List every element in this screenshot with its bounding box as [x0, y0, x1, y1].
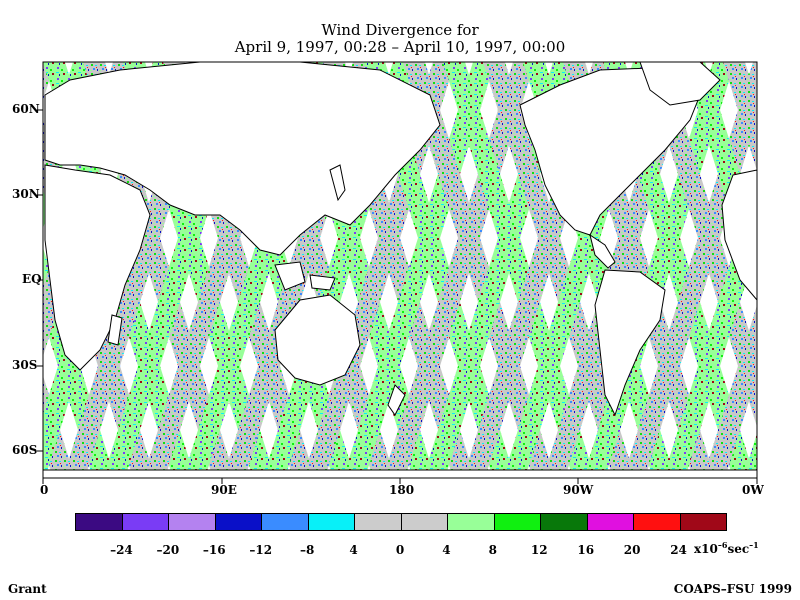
swath-band — [723, 62, 757, 171]
swath-band — [783, 62, 800, 478]
lon-label-0w: 0W — [742, 483, 764, 497]
coastlines — [42, 61, 758, 479]
lon-label-90e: 90E — [211, 483, 237, 497]
legend-swatch — [634, 514, 681, 530]
legend-swatch — [541, 514, 588, 530]
legend-tick-label: 0 — [395, 543, 405, 557]
color-legend-bar — [75, 513, 727, 531]
legend-swatch — [355, 514, 402, 530]
lat-label-30s: 30S — [12, 358, 38, 372]
legend-tick-label: –8 — [299, 543, 315, 557]
legend-tick-label: 12 — [530, 543, 548, 557]
legend-swatch — [308, 514, 355, 530]
map-title-line-1: Wind Divergence for — [321, 21, 479, 39]
legend-tick-label: –12 — [249, 543, 273, 557]
legend-swatch — [76, 514, 123, 530]
lat-label-60s: 60S — [12, 443, 38, 457]
legend-swatch — [680, 514, 726, 530]
lon-label-0: 0 — [40, 483, 49, 497]
map-title-line-2: April 9, 1997, 00:28 – April 10, 1997, 0… — [234, 38, 566, 56]
legend-tick-label: –24 — [110, 543, 133, 557]
legend-swatch — [262, 514, 309, 530]
swath-band — [0, 62, 35, 478]
legend-swatch — [122, 514, 169, 530]
legend-tick-label: 24 — [670, 543, 687, 557]
legend-tick-label: 20 — [623, 543, 641, 557]
legend-tick-label: 4 — [349, 543, 358, 557]
lon-label-180: 180 — [389, 483, 415, 497]
lon-label-90w: 90W — [563, 483, 594, 497]
lat-label-eq: EQ — [22, 272, 42, 286]
legend-swatch — [401, 514, 448, 530]
legend-tick-label: 8 — [488, 543, 498, 557]
swath-band — [703, 305, 757, 478]
credit-label: COAPS–FSU 1999 — [673, 582, 792, 596]
axis-ticks — [37, 109, 758, 484]
author-label: Grant — [8, 582, 47, 596]
legend-swatch — [448, 514, 495, 530]
legend-swatch — [215, 514, 262, 530]
lat-label-60n: 60N — [12, 102, 40, 116]
legend-tick-label: 4 — [442, 543, 451, 557]
swath-band — [763, 62, 800, 478]
swath-band — [743, 433, 757, 478]
legend-tick-label: –20 — [156, 543, 180, 557]
legend-swatch — [494, 514, 541, 530]
legend-swatch — [587, 514, 634, 530]
legend-unit: x10–6sec–1 — [694, 540, 759, 556]
lat-label-30n: 30N — [12, 187, 40, 201]
legend-swatch — [169, 514, 216, 530]
legend-tick-label: 16 — [577, 543, 595, 557]
legend-tick-label: –16 — [202, 543, 226, 557]
swath-band — [0, 62, 15, 478]
